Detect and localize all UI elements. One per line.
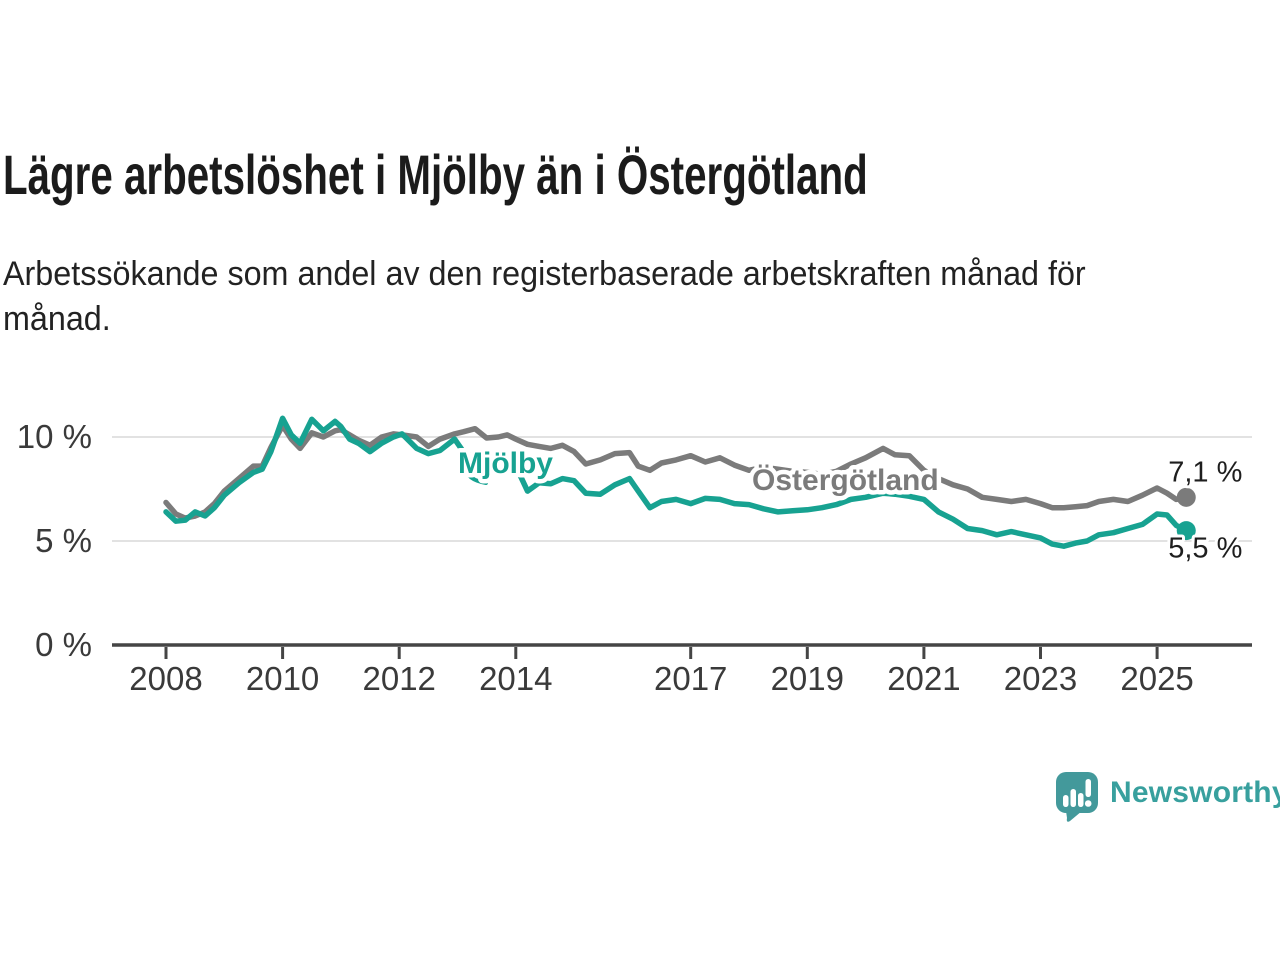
x-axis-label-2017: 2017 bbox=[654, 660, 727, 697]
chart-subtitle: Arbetssökande som andel av den registerb… bbox=[3, 255, 1086, 338]
series-line-östergötland bbox=[163, 422, 1190, 521]
series-line-mjölby bbox=[163, 415, 1190, 549]
y-axis-label-5: 5 % bbox=[35, 522, 92, 559]
series-label-östergötland: Östergötland bbox=[752, 464, 939, 497]
x-axis-label-2019: 2019 bbox=[771, 660, 844, 697]
newsworthy-logo-icon bbox=[1056, 772, 1098, 822]
unemployment-line-chart: 0 % 5 % 10 % 2008 2010 2012 2014 2017 2019 2021 20… bbox=[17, 415, 1252, 697]
y-axis-label-10: 10 % bbox=[17, 418, 92, 455]
x-axis-label-2021: 2021 bbox=[887, 660, 960, 697]
x-axis-label-2012: 2012 bbox=[362, 660, 435, 697]
chart-title: Lägre arbetslöshet i Mjölby än i Östergö… bbox=[3, 143, 868, 206]
end-value-label-mjölby: 5,5 % bbox=[1168, 533, 1242, 565]
x-axis-label-2014: 2014 bbox=[479, 660, 552, 697]
series-label-mjölby: Mjölby bbox=[458, 447, 553, 480]
x-axis-label-2008: 2008 bbox=[129, 660, 202, 697]
x-axis-label-2025: 2025 bbox=[1120, 660, 1193, 697]
x-axis-label-2023: 2023 bbox=[1004, 660, 1077, 697]
y-axis-label-0: 0 % bbox=[35, 626, 92, 663]
newsworthy-logo-text: Newsworthy bbox=[1110, 776, 1280, 809]
newsworthy-logo: Newsworthy bbox=[1054, 771, 1280, 823]
end-dot-östergötland bbox=[1176, 487, 1196, 507]
end-dot-mjölby bbox=[1176, 521, 1196, 541]
x-axis-label-2010: 2010 bbox=[246, 660, 319, 697]
mjolby-label-pointer bbox=[463, 465, 488, 485]
end-value-label-östergötland: 7,1 % bbox=[1168, 456, 1242, 488]
